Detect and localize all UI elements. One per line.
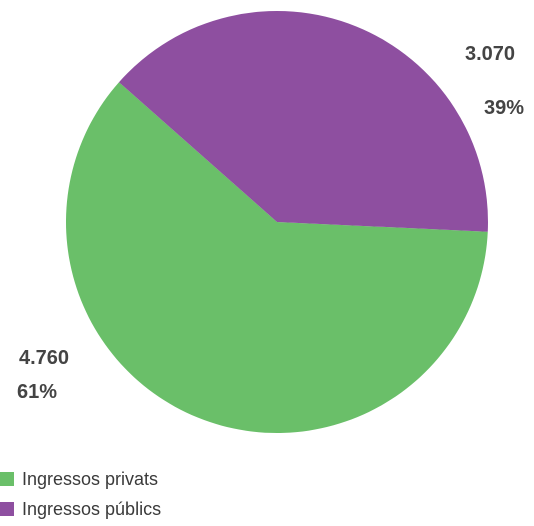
pie-chart: 3.070 39% 4.760 61% xyxy=(17,11,524,434)
legend-swatch-publics xyxy=(0,502,14,516)
percent-label-ingressos-privats: 61% xyxy=(17,381,57,403)
legend-label-publics: Ingressos públics xyxy=(22,498,162,519)
pie-slice-ingressos-publics[interactable] xyxy=(118,11,488,232)
legend-swatch-privats xyxy=(0,472,14,486)
value-label-ingressos-privats: 4.760 xyxy=(19,347,69,369)
legend-label-privats: Ingressos privats xyxy=(22,468,159,489)
percent-label-ingressos-publics: 39% xyxy=(484,97,524,119)
legend: Ingressos privats Ingressos públics xyxy=(0,466,161,526)
pie-slice-ingressos-privats[interactable] xyxy=(65,82,488,434)
legend-item-ingressos-privats[interactable]: Ingressos privats xyxy=(0,466,161,492)
value-label-ingressos-publics: 3.070 xyxy=(465,43,515,65)
legend-item-ingressos-publics[interactable]: Ingressos públics xyxy=(0,496,161,522)
